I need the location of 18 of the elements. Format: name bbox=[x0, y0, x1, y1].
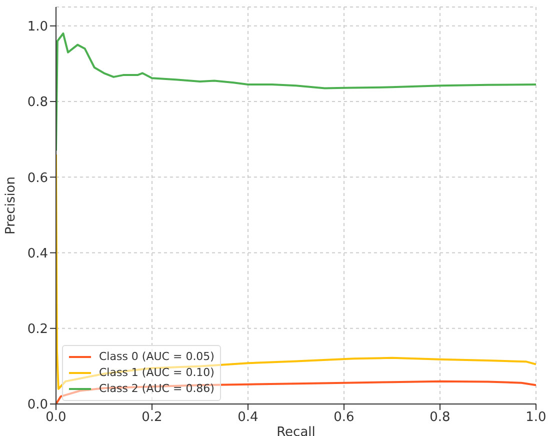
y-tick-label: 1.0 bbox=[27, 20, 48, 35]
x-tick-label: 0.2 bbox=[142, 410, 162, 426]
y-axis-title: Precision bbox=[4, 176, 19, 235]
x-tick-label: 0.4 bbox=[238, 410, 258, 426]
y-tick-label: 0.8 bbox=[27, 95, 48, 110]
legend-label: Class 0 (AUC = 0.05) bbox=[99, 349, 214, 365]
y-tick-label: 0.6 bbox=[27, 170, 48, 186]
x-tick-label: 0.6 bbox=[334, 410, 354, 426]
x-tick-label: 0.0 bbox=[46, 410, 66, 426]
legend-label: Class 2 (AUC = 0.86) bbox=[99, 381, 214, 397]
y-tick-label: 0.2 bbox=[27, 322, 48, 337]
y-tick-label: 0.4 bbox=[27, 246, 48, 262]
legend-label: Class 1 (AUC = 0.10) bbox=[99, 365, 214, 381]
x-axis-title: Recall bbox=[276, 425, 316, 436]
x-tick-label: 1.0 bbox=[526, 410, 546, 426]
x-tick-label: 0.8 bbox=[430, 410, 450, 426]
line-series bbox=[56, 32, 536, 152]
y-tick-label: 0.0 bbox=[27, 398, 48, 413]
